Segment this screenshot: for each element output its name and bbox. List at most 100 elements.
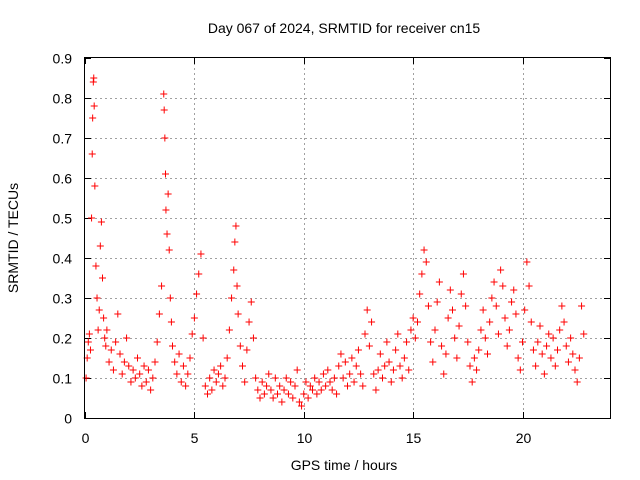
y-tick-label: 0.3 <box>53 291 73 307</box>
data-point <box>144 366 152 374</box>
data-point <box>140 362 148 370</box>
data-point <box>136 370 144 378</box>
data-point <box>330 374 338 382</box>
data-point <box>492 302 500 310</box>
data-point <box>155 310 163 318</box>
data-point <box>319 370 327 378</box>
data-point <box>239 362 246 370</box>
data-point <box>267 386 275 394</box>
data-point <box>265 370 273 378</box>
data-point <box>468 378 476 386</box>
data-point <box>344 382 351 390</box>
data-point <box>481 334 489 342</box>
data-point <box>435 278 443 286</box>
data-point <box>219 382 227 390</box>
data-point <box>88 150 96 158</box>
data-point <box>556 326 564 334</box>
data-point <box>385 358 393 366</box>
data-point <box>291 382 299 390</box>
data-point <box>540 370 548 378</box>
data-point <box>289 394 297 402</box>
data-point <box>567 334 575 342</box>
data-point <box>363 306 371 314</box>
data-point <box>514 354 522 362</box>
data-point <box>153 338 161 346</box>
x-axis-ticks: 0 5 10 15 20 <box>82 58 531 446</box>
x-tick-label: 0 <box>82 430 90 446</box>
data-point <box>298 402 306 410</box>
data-point <box>97 218 105 226</box>
data-point <box>93 294 101 302</box>
data-point <box>271 374 279 382</box>
data-point <box>405 366 413 374</box>
data-point <box>167 318 175 326</box>
data-point <box>175 350 183 358</box>
data-point <box>527 318 535 326</box>
y-tick-label: 0.2 <box>53 331 73 347</box>
y-axis-title: SRMTID / TECUs <box>5 183 21 293</box>
data-point <box>462 302 470 310</box>
data-point <box>102 342 110 350</box>
data-point <box>234 310 242 318</box>
grid-lines <box>85 58 610 418</box>
data-point <box>177 378 185 386</box>
data-point <box>82 374 90 382</box>
data-point <box>346 370 354 378</box>
data-point <box>100 314 108 322</box>
x-tick-label: 5 <box>191 430 199 446</box>
data-point <box>138 382 146 390</box>
data-point <box>278 398 286 406</box>
data-point <box>411 334 419 342</box>
data-point <box>424 302 432 310</box>
data-point <box>551 362 559 370</box>
data-point <box>232 222 240 230</box>
data-point <box>335 362 343 370</box>
data-point <box>449 306 456 314</box>
data-point <box>420 246 428 254</box>
data-points <box>82 74 588 410</box>
data-point <box>95 306 103 314</box>
data-point <box>85 330 93 338</box>
data-point <box>525 282 533 290</box>
data-point <box>315 378 323 386</box>
data-point <box>188 330 196 338</box>
data-point <box>158 282 166 290</box>
data-point <box>442 350 450 358</box>
data-point <box>212 378 220 386</box>
data-point <box>241 378 249 386</box>
data-point <box>536 322 544 330</box>
data-point <box>131 374 139 382</box>
data-point <box>538 350 546 358</box>
data-point <box>543 342 551 350</box>
data-point <box>120 358 128 366</box>
data-point <box>280 386 288 394</box>
data-point <box>560 318 568 326</box>
data-point <box>173 370 181 378</box>
data-point <box>169 342 176 350</box>
data-point <box>109 366 117 374</box>
data-point <box>409 314 417 322</box>
data-point <box>225 326 233 334</box>
data-point <box>304 394 312 402</box>
data-point <box>99 274 106 282</box>
data-point <box>142 378 150 386</box>
data-point <box>519 338 526 346</box>
data-point <box>361 330 369 338</box>
data-point <box>416 290 424 298</box>
plot-frame <box>84 57 611 419</box>
data-point <box>431 326 439 334</box>
data-point <box>249 334 257 342</box>
data-point <box>309 386 316 394</box>
data-point <box>359 382 367 390</box>
data-point <box>217 362 225 370</box>
data-point <box>470 354 478 362</box>
data-point <box>444 314 452 322</box>
data-point <box>162 170 169 178</box>
data-point <box>534 338 542 346</box>
y-tick-label: 0.6 <box>53 171 73 187</box>
data-point <box>163 230 171 238</box>
data-point <box>245 318 253 326</box>
data-point <box>414 318 421 326</box>
data-point <box>116 350 124 358</box>
data-point <box>532 362 540 370</box>
